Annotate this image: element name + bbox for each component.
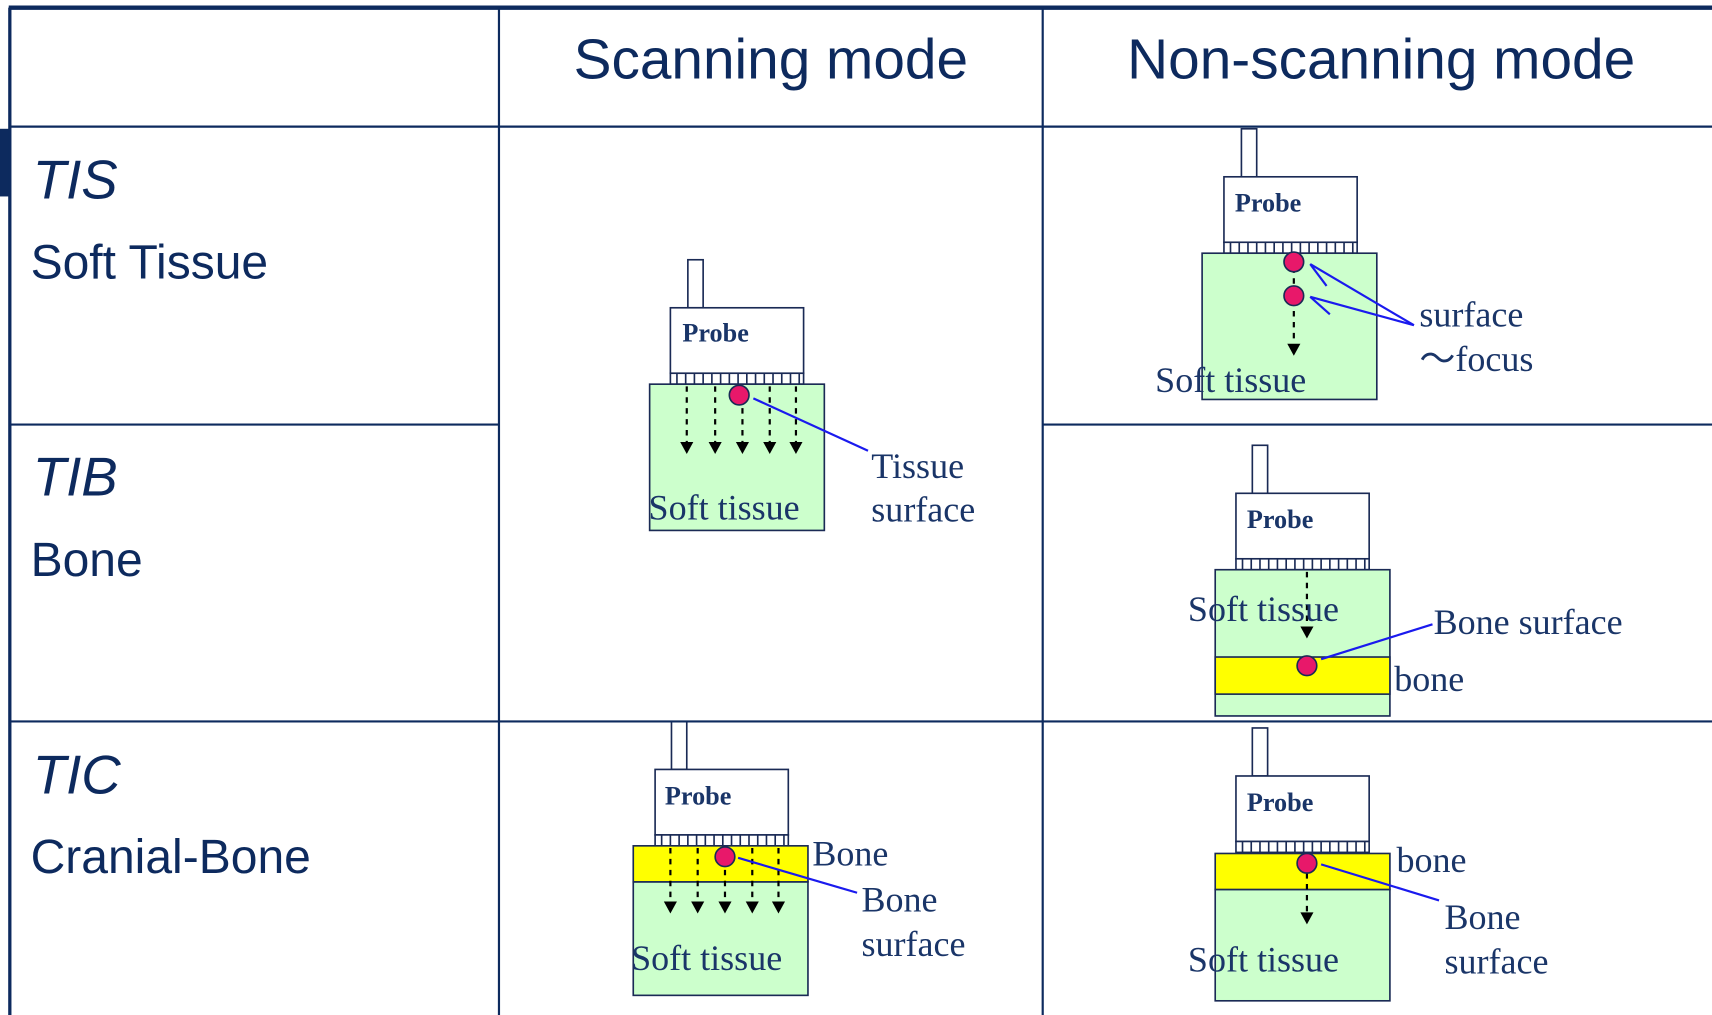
tissue-label: Soft tissue [1188, 589, 1339, 629]
beam-arrowhead [708, 442, 722, 455]
probe-handle [1251, 444, 1269, 495]
beam-arrowhead [771, 901, 786, 914]
beam-arrowhead [763, 442, 777, 455]
focus-dot [1296, 852, 1318, 874]
layer-label: Bone [812, 833, 888, 873]
transducer-strip [1235, 557, 1370, 571]
focus-dot [1296, 655, 1318, 677]
beam-arrowhead [1300, 626, 1314, 639]
layer-label: bone [1396, 840, 1466, 880]
probe-body [1235, 775, 1370, 843]
probe-handle [670, 720, 688, 771]
focus-dot [1283, 285, 1305, 307]
transducer-strip [669, 372, 805, 385]
row-code: TIB [33, 447, 118, 508]
column-header: Non-scanning mode [1127, 29, 1635, 92]
pointer-line [752, 397, 869, 452]
pointer-label: Bone [861, 879, 937, 919]
layer-label: bone [1394, 659, 1464, 699]
transducer-strip [1235, 840, 1370, 854]
probe-handle [687, 258, 704, 309]
accent-bar [0, 128, 9, 197]
row-code: TIC [33, 744, 122, 805]
row-name: Cranial-Bone [31, 831, 311, 884]
pointer-line [1320, 863, 1440, 902]
transducer-strip [1223, 241, 1358, 255]
pointer-label: surface [871, 490, 975, 530]
pointer-label: surface [861, 924, 965, 964]
row-name: Bone [31, 534, 143, 587]
beam-arrowhead [1287, 343, 1301, 356]
probe-label: Probe [1247, 788, 1313, 817]
beam-arrowhead [1300, 912, 1314, 925]
diagram-shapes [632, 127, 1440, 1002]
column-header: Scanning mode [574, 29, 968, 92]
probe-body [1223, 175, 1358, 244]
beam-arrowhead [745, 901, 759, 914]
beam-arrowhead [691, 901, 705, 914]
probe-label: Probe [1235, 189, 1301, 218]
pointer-label: surface [1445, 942, 1549, 982]
table-grid [0, 5, 1712, 1015]
probe-handle [1251, 727, 1269, 777]
pointer-label: ～focus [1419, 339, 1533, 379]
pointer-line [1320, 623, 1433, 661]
soft-tissue [632, 881, 809, 997]
focus-dot [1283, 251, 1305, 273]
probe-body [654, 768, 790, 836]
focus-dot [714, 846, 736, 868]
soft-tissue [1214, 888, 1391, 1002]
tissue-label: Soft tissue [1188, 939, 1339, 979]
pointer-label: surface [1419, 294, 1523, 334]
probe-label: Probe [665, 781, 731, 810]
soft-tissue [1201, 252, 1378, 401]
transducer-strip [654, 834, 790, 847]
pointer-label: Bone surface [1434, 602, 1623, 642]
probe-body [1235, 492, 1370, 560]
beam-arrowhead [663, 901, 677, 914]
beam-arrowhead [680, 442, 694, 455]
tissue-label: Soft tissue [1155, 360, 1306, 400]
beam-arrowhead [735, 442, 749, 455]
row-name: Soft Tissue [31, 236, 269, 289]
beam-arrowhead [789, 442, 803, 455]
pointer-line [737, 856, 858, 894]
probe-label: Probe [682, 319, 748, 348]
focus-dot [728, 384, 750, 406]
tissue-label: Soft tissue [631, 938, 782, 978]
pointer-line [1309, 295, 1415, 327]
tissue-label: Soft tissue [649, 488, 800, 528]
pointer-line [1309, 263, 1415, 327]
pointer-label: Tissue [871, 446, 964, 486]
pointer-line [1309, 263, 1328, 287]
pointer-label: Bone [1445, 897, 1521, 937]
pointer-line [1309, 296, 1331, 316]
probe-label: Probe [1247, 505, 1313, 534]
beam-arrowhead [718, 901, 732, 914]
row-code: TIS [33, 150, 118, 211]
probe-handle [1240, 127, 1258, 178]
